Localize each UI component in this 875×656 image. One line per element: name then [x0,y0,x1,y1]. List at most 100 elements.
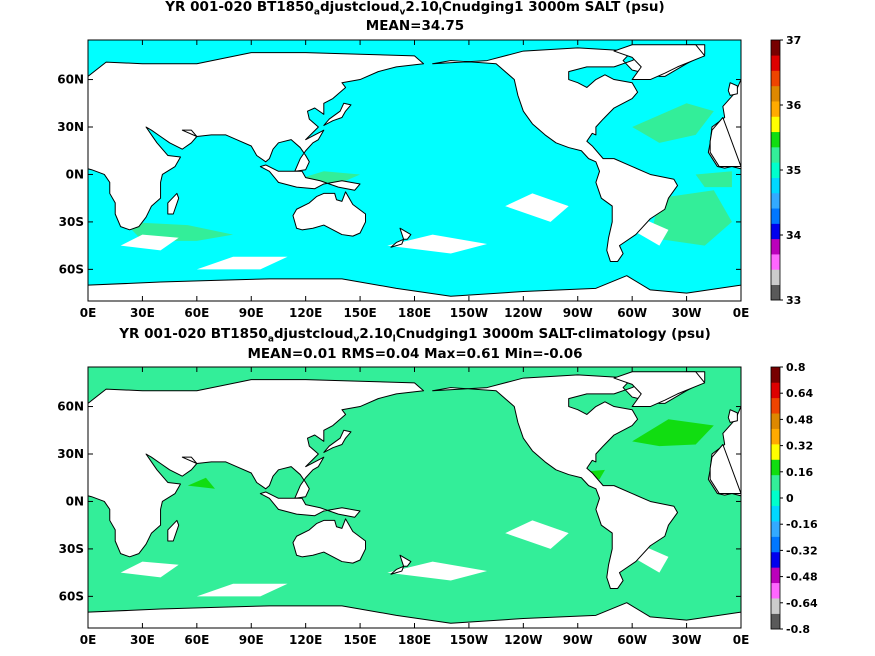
x-tick-label: 90E [239,633,264,647]
panel1-title: YR 001-020 BT1850adjustcloudv2.10lCnudgi… [165,0,665,18]
land-uk [727,82,738,96]
colorbar-segment [771,536,780,553]
colorbar-segment [771,116,780,133]
x-tick-label: 0E [733,306,750,320]
colorbar-segment [771,474,780,491]
field-patch-2 [632,103,714,143]
land-australia [292,518,367,564]
colorbar-segment [771,162,780,178]
y-tick-label: 30N [57,447,84,461]
land-japan [323,102,352,126]
colorbar-label: 0.32 [786,440,813,453]
x-tick-label: 60W [617,633,647,647]
missing-data-2 [196,583,288,597]
land-africa_w [709,444,741,495]
colorbar-segment [771,85,780,102]
colorbar-label: -0.32 [786,544,818,557]
colorbar-label: -0.16 [786,518,818,531]
x-tick-label: 0E [80,306,97,320]
x-tick-label: 60E [184,306,209,320]
x-tick-label: 120W [504,306,542,320]
x-tick-label: 60W [617,306,647,320]
x-tick-label: 150W [450,306,488,320]
colorbar-label: -0.48 [786,571,818,584]
land-indonesia [259,491,361,518]
field-patch-4 [695,171,732,188]
colorbar-label: 0.16 [786,466,813,479]
y-tick-label: 60S [59,262,84,276]
colorbar-label: 0.8 [786,361,806,374]
colorbar-label: 35 [786,164,801,177]
y-tick-label: 0N [66,494,84,508]
field-patch-2 [187,477,215,489]
missing-data-2 [196,256,288,270]
x-tick-label: 90W [563,633,593,647]
missing-data-1 [505,193,569,222]
colorbar-segment [771,192,780,209]
colorbar-segment [771,254,780,270]
colorbar-segment [771,367,780,383]
x-tick-label: 30E [130,633,155,647]
missing-data-1 [505,520,569,549]
land-madagascar [167,192,180,215]
colorbar-segment [771,40,780,56]
missing-data-4 [120,561,179,578]
land-africa_w [709,117,741,168]
y-tick-label: 60N [57,73,84,87]
y-tick-label: 30S [59,215,84,229]
field-patch-0 [632,419,714,447]
colorbar-segment [771,505,780,522]
x-tick-label: 60E [184,633,209,647]
colorbar-segment [771,613,780,630]
colorbar-segment [771,397,780,414]
colorbar-label: 0 [786,492,794,505]
x-tick-label: 90W [563,306,593,320]
land-japan [323,429,352,453]
colorbar-segment [771,428,780,445]
y-tick-label: 60S [59,589,84,603]
x-tick-label: 30W [672,633,702,647]
land-americas [432,44,706,262]
x-tick-label: 150E [343,306,376,320]
colorbar-segment [771,382,780,399]
x-tick-label: 180E [398,306,431,320]
colorbar-segment [771,177,780,194]
colorbar-segment [771,147,780,163]
colorbar-label: 0.64 [786,387,813,400]
y-tick-label: 30N [57,120,84,134]
colorbar-segment [771,70,780,87]
y-tick-label: 0N [66,167,84,181]
map-area [88,40,741,301]
x-tick-label: 0E [80,633,97,647]
colorbar-label: 37 [786,34,801,47]
field-patch-3 [650,190,732,246]
land-nz_s [390,565,405,575]
land-indonesia [259,164,361,191]
x-tick-label: 180E [398,633,431,647]
salt-map-panel: 0E 30E 60E 90E 120E 150E 180E 150W 120W 90W 60W 30W… [57,34,802,320]
land-nz [399,227,412,240]
x-tick-label: 150W [450,633,488,647]
land-antarctica [88,275,741,301]
panel2-subtitle: MEAN=0.01 RMS=0.04 Max=0.61 Min=-0.06 [247,346,583,362]
land-uk [727,409,738,423]
land-greenland [613,44,706,81]
missing-data-0 [387,234,488,254]
y-tick-label: 60N [57,400,84,414]
missing-data-4 [120,234,179,251]
colorbar-segment [771,582,780,599]
colorbar-segment [771,238,780,255]
panel2-title: YR 001-020 BT1850adjustcloudv2.10lCnudgi… [119,326,711,345]
map-area [88,367,741,628]
x-tick-label: 90E [239,306,264,320]
colorbar-label: 36 [786,99,802,112]
colorbar-segment [771,131,780,148]
colorbar-segment [771,459,780,476]
x-tick-label: 120E [289,633,322,647]
panel1-subtitle: MEAN=34.75 [365,18,465,34]
land-nz_s [390,238,405,248]
colorbar-label: -0.64 [786,597,818,610]
x-tick-label: 120W [504,633,542,647]
land-greenland [613,371,706,408]
